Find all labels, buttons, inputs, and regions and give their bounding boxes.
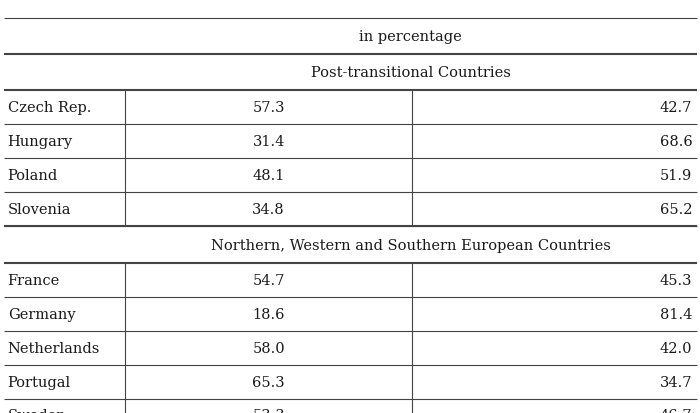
Text: 45.3: 45.3 <box>660 273 692 287</box>
Text: 42.7: 42.7 <box>660 101 692 115</box>
Text: Hungary: Hungary <box>8 135 73 149</box>
Text: 65.3: 65.3 <box>252 375 285 389</box>
Text: Czech Rep.: Czech Rep. <box>8 101 91 115</box>
Text: 31.4: 31.4 <box>253 135 285 149</box>
Text: 48.1: 48.1 <box>253 169 285 183</box>
Text: Portugal: Portugal <box>8 375 71 389</box>
Text: 58.0: 58.0 <box>252 341 285 355</box>
Text: Poland: Poland <box>8 169 58 183</box>
Text: 34.8: 34.8 <box>252 203 285 217</box>
Text: 53.3: 53.3 <box>252 408 285 413</box>
Text: 68.6: 68.6 <box>659 135 692 149</box>
Text: 54.7: 54.7 <box>253 273 285 287</box>
Text: 57.3: 57.3 <box>252 101 285 115</box>
Text: Slovenia: Slovenia <box>8 203 71 217</box>
Text: Post-transitional Countries: Post-transitional Countries <box>311 66 510 80</box>
Text: France: France <box>8 273 60 287</box>
Text: Northern, Western and Southern European Countries: Northern, Western and Southern European … <box>211 238 610 252</box>
Text: 51.9: 51.9 <box>660 169 692 183</box>
Text: 42.0: 42.0 <box>660 341 692 355</box>
Text: 65.2: 65.2 <box>660 203 692 217</box>
Text: Netherlands: Netherlands <box>8 341 100 355</box>
Text: Germany: Germany <box>8 307 76 321</box>
Text: 81.4: 81.4 <box>660 307 692 321</box>
Text: Sweden: Sweden <box>8 408 66 413</box>
Text: 34.7: 34.7 <box>660 375 692 389</box>
Text: 46.7: 46.7 <box>660 408 692 413</box>
Text: 18.6: 18.6 <box>252 307 285 321</box>
Text: in percentage: in percentage <box>359 30 462 44</box>
